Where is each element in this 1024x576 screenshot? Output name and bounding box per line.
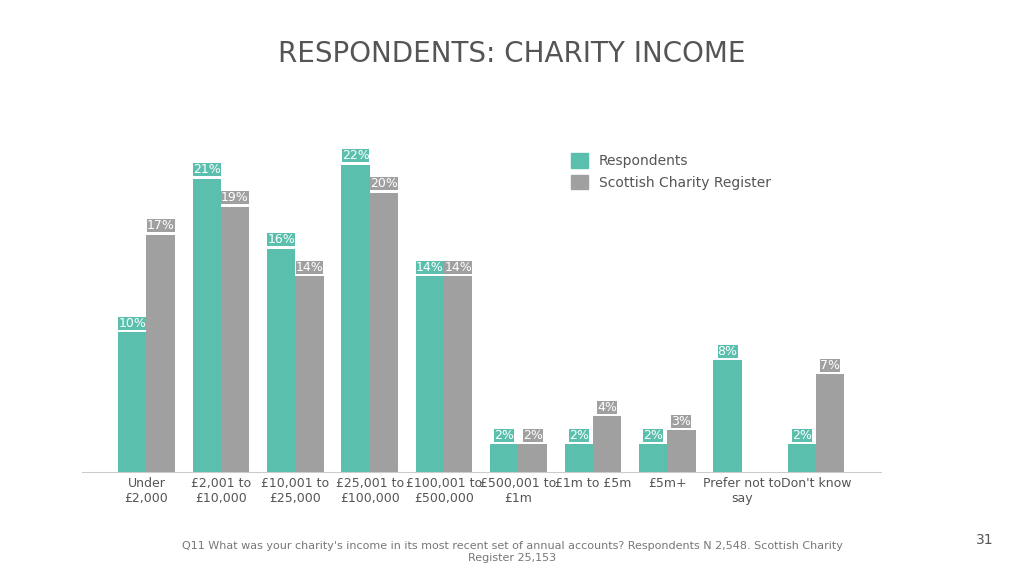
Text: 2%: 2% (568, 429, 589, 442)
Bar (787, 444, 816, 472)
Bar (518, 444, 547, 472)
Text: 31: 31 (976, 533, 993, 547)
Bar (564, 444, 593, 472)
Text: 7%: 7% (820, 359, 841, 372)
Text: 14%: 14% (296, 261, 324, 274)
Bar (267, 248, 295, 472)
Text: 21%: 21% (193, 163, 220, 176)
Text: 8%: 8% (718, 344, 737, 358)
Bar (444, 276, 472, 472)
Bar (816, 374, 845, 472)
Text: 20%: 20% (370, 177, 397, 190)
Bar (341, 165, 370, 472)
Text: 22%: 22% (342, 149, 370, 162)
Text: 16%: 16% (267, 233, 295, 246)
Text: 3%: 3% (672, 415, 691, 427)
Text: 14%: 14% (444, 261, 472, 274)
Bar (639, 444, 668, 472)
Bar (370, 192, 398, 472)
Bar (416, 276, 444, 472)
Text: 10%: 10% (119, 317, 146, 329)
Bar (193, 179, 221, 472)
Text: Q11 What was your charity's income in its most recent set of annual accounts? Re: Q11 What was your charity's income in it… (181, 541, 843, 563)
Bar (714, 361, 741, 472)
Bar (221, 207, 249, 472)
Text: 19%: 19% (221, 191, 249, 204)
Bar (146, 234, 175, 472)
Text: 4%: 4% (597, 400, 616, 414)
Text: 14%: 14% (416, 261, 443, 274)
Bar (295, 276, 324, 472)
Text: RESPONDENTS: CHARITY INCOME: RESPONDENTS: CHARITY INCOME (279, 40, 745, 69)
Text: 2%: 2% (522, 429, 543, 442)
Text: 2%: 2% (792, 429, 812, 442)
Text: 17%: 17% (146, 219, 174, 232)
Bar (593, 416, 622, 472)
Legend: Respondents, Scottish Charity Register: Respondents, Scottish Charity Register (564, 146, 778, 197)
Bar (118, 332, 146, 472)
Text: 2%: 2% (495, 429, 514, 442)
Bar (668, 430, 695, 472)
Bar (490, 444, 518, 472)
Text: 2%: 2% (643, 429, 664, 442)
